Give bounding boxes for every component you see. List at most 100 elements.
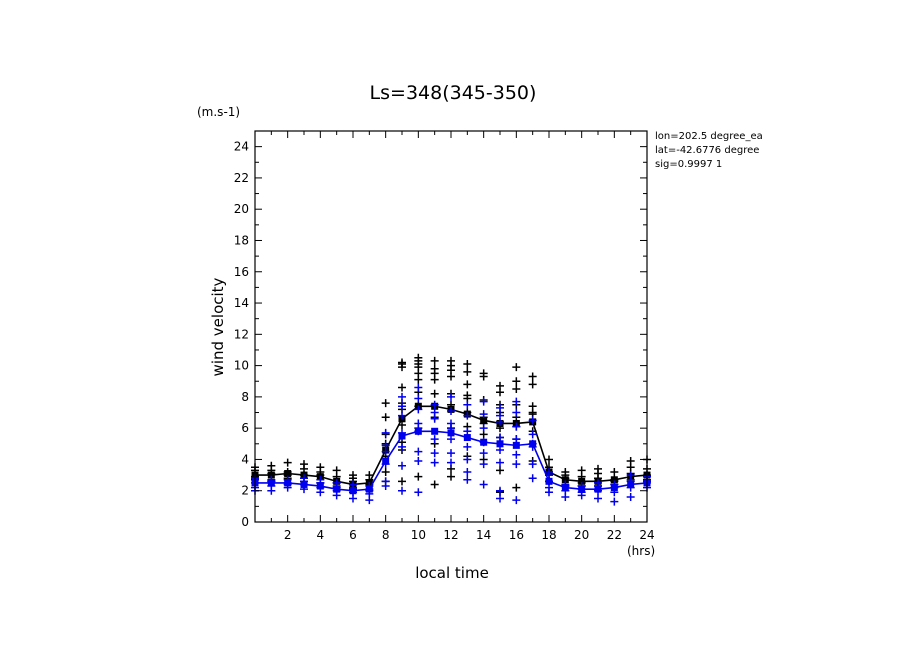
scatter-point-blue: [414, 457, 423, 466]
scatter-point-black: [447, 372, 455, 381]
scatter-point-blue: [332, 478, 341, 487]
scatter-point-black: [479, 372, 488, 381]
scatter-point-black: [381, 399, 390, 408]
scatter-point-black: [528, 380, 537, 389]
scatter-point-blue: [594, 486, 602, 495]
scatter-point-blue: [479, 410, 488, 419]
scatter-point-black: [381, 467, 390, 476]
scatter-point-blue: [528, 416, 537, 425]
x-tick-label: 24: [639, 528, 654, 542]
scatter-point-blue: [463, 455, 472, 464]
mean-point-blue: [431, 427, 439, 435]
scatter-point-blue: [528, 460, 537, 469]
scatter-point-black: [414, 472, 423, 481]
scatter-point-black: [496, 388, 504, 397]
scatter-point-blue: [398, 402, 406, 411]
scatter-point-black: [430, 389, 439, 398]
scatter-point-blue: [512, 397, 521, 406]
scatter-point-black: [398, 421, 406, 430]
scatter-point-black: [381, 413, 390, 422]
y-tick-label: 4: [241, 452, 249, 466]
scatter-point-blue: [463, 475, 472, 484]
mean-point-blue: [496, 440, 504, 448]
scatter-point-blue: [398, 411, 406, 420]
y-tick-label: 12: [234, 327, 249, 341]
scatter-point-blue: [479, 397, 488, 406]
scatter-point-blue: [479, 460, 488, 469]
scatter-point-blue: [316, 488, 325, 497]
scatter-point-blue: [381, 428, 390, 437]
y-tick-label: 10: [234, 359, 249, 373]
scatter-point-black: [398, 477, 406, 486]
scatter-point-black: [283, 458, 292, 467]
scatter-point-black: [463, 380, 472, 389]
y-tick-label: 6: [241, 421, 249, 435]
scatter-point-blue: [447, 392, 455, 401]
scatter-point-black: [512, 363, 521, 372]
scatter-point-blue: [479, 449, 488, 458]
mean-point-blue: [447, 429, 455, 437]
mean-point-blue: [463, 434, 471, 442]
scatter-point-blue: [430, 408, 439, 417]
y-tick-label: 16: [234, 265, 249, 279]
scatter-point-blue: [398, 486, 406, 495]
scatter-point-black: [496, 466, 504, 475]
x-tick-label: 8: [382, 528, 390, 542]
scatter-point-blue: [528, 474, 537, 483]
scatter-point-blue: [430, 435, 439, 444]
scatter-point-black: [512, 385, 521, 394]
scatter-point-blue: [447, 449, 455, 458]
scatter-point-blue: [512, 435, 521, 444]
scatter-point-blue: [626, 492, 635, 501]
scatter-point-blue: [479, 438, 488, 447]
x-tick-label: 6: [349, 528, 357, 542]
scatter-point-black: [430, 480, 439, 489]
scatter-point-blue: [496, 411, 504, 420]
scatter-point-blue: [463, 400, 472, 409]
y-tick-label: 0: [241, 515, 249, 529]
x-tick-label: 16: [509, 528, 524, 542]
scatter-point-blue: [626, 483, 635, 492]
scatter-point-blue: [496, 486, 504, 495]
scatter-point-blue: [496, 458, 504, 467]
scatter-point-blue: [496, 494, 504, 503]
x-axis-label: local time: [415, 564, 489, 582]
scatter-point-blue: [414, 419, 423, 428]
scatter-point-blue: [414, 427, 423, 436]
x-unit-label: (hrs): [627, 544, 655, 558]
scatter-point-blue: [414, 405, 423, 414]
scatter-point-blue: [512, 496, 521, 505]
scatter-point-black: [398, 358, 406, 367]
scatter-point-blue: [267, 486, 276, 495]
scatter-point-black: [300, 460, 308, 469]
scatter-point-blue: [512, 408, 521, 417]
y-tick-label: 8: [241, 390, 249, 404]
chart-title: Ls=348(345-350): [370, 82, 537, 104]
scatter-point-black: [512, 377, 521, 386]
scatter-point-black: [528, 372, 537, 381]
x-tick-label: 10: [411, 528, 426, 542]
scatter-point-blue: [381, 482, 390, 491]
scatter-point-black: [447, 356, 455, 365]
scatter-point-black: [267, 466, 276, 475]
scatter-point-blue: [610, 497, 619, 506]
scatter-point-black: [512, 483, 521, 492]
scatter-point-blue: [430, 400, 439, 409]
x-tick-label: 2: [284, 528, 292, 542]
scatter-point-blue: [398, 428, 406, 437]
scatter-point-blue: [496, 403, 504, 412]
scatter-point-black: [610, 467, 619, 476]
scatter-point-blue: [430, 449, 439, 458]
scatter-point-blue: [414, 447, 423, 456]
plot-area: [251, 353, 651, 506]
scatter-point-blue: [512, 422, 521, 431]
scatter-point-black: [430, 356, 439, 365]
scatter-point-blue: [300, 485, 308, 494]
scatter-point-black: [463, 391, 472, 400]
scatter-point-black: [463, 367, 472, 376]
annotation-lon: lon=202.5 degree_ea: [655, 131, 763, 142]
y-axis-label: wind velocity: [209, 277, 227, 376]
scatter-point-blue: [447, 435, 455, 444]
scatter-point-blue: [447, 424, 455, 433]
